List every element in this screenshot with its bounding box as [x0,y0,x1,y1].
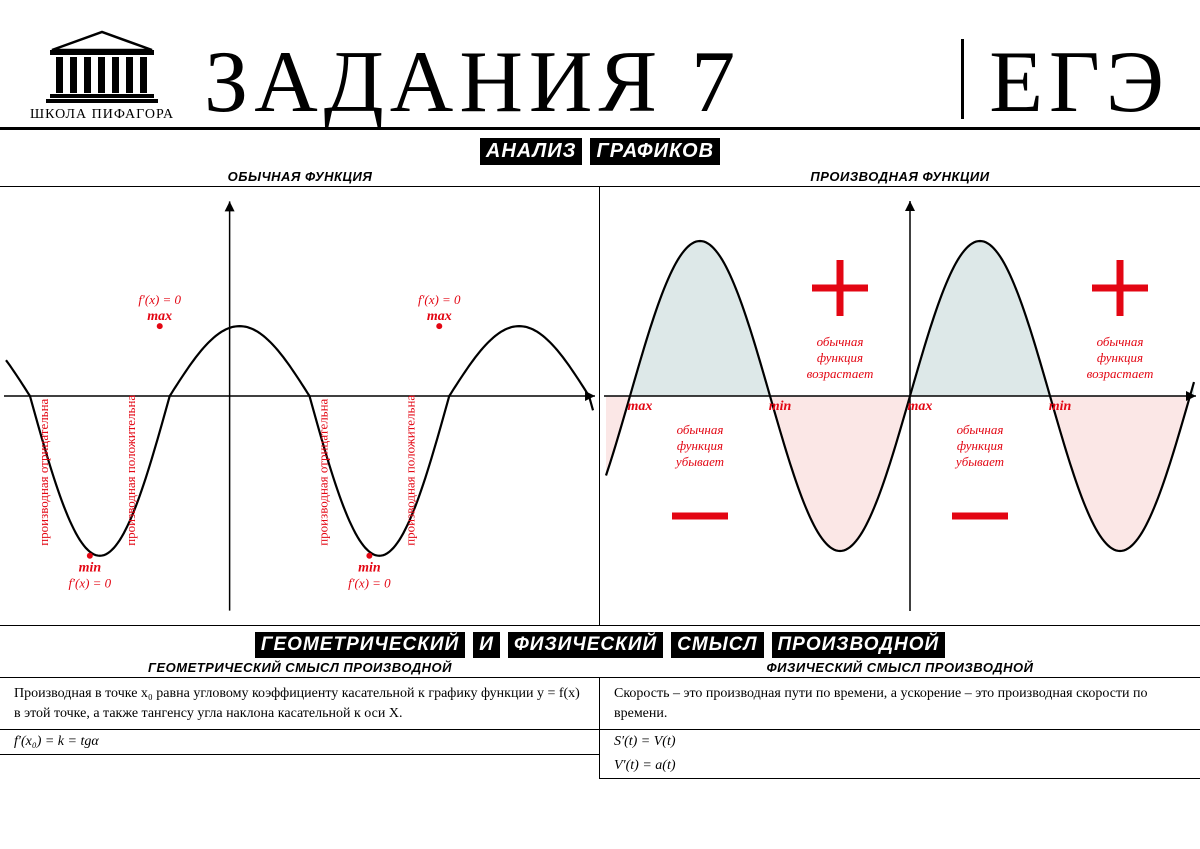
svg-text:f′(x) = 0: f′(x) = 0 [348,576,391,591]
charts-row: f′(x) = 0maxf′(x) = 0maxminf′(x) = 0minf… [0,186,1200,626]
svg-text:max: max [628,399,653,414]
svg-text:f′(x) = 0: f′(x) = 0 [418,292,461,307]
phys-label: ФИЗИЧЕСКИЙ СМЫСЛ ПРОИЗВОДНОЙ [600,660,1200,675]
title-word: СМЫСЛ [671,632,763,658]
svg-text:возрастает: возрастает [807,366,874,381]
title-word: ПРОИЗВОДНОЙ [772,632,946,658]
chart-right: maxminmaxminобычнаяфункциявозрастаетобыч… [600,187,1200,625]
svg-text:функция: функция [817,350,863,365]
geom-label: ГЕОМЕТРИЧЕСКИЙ СМЫСЛ ПРОИЗВОДНОЙ [0,660,600,675]
geom-formula: f′(x₀) = k = tgα [0,730,599,755]
section1-title: АНАЛИЗ ГРАФИКОВ [0,138,1200,165]
svg-text:max: max [147,309,172,324]
title-word: И [473,632,500,658]
svg-text:обычная: обычная [677,422,724,437]
phys-formula-1: S′(t) = V(t) [600,730,1200,754]
svg-text:f′(x) = 0: f′(x) = 0 [69,576,112,591]
svg-text:f′(x) = 0: f′(x) = 0 [138,292,181,307]
left-chart-label: ОБЫЧНАЯ ФУНКЦИЯ [0,169,600,184]
title-divider [961,39,964,119]
svg-text:производная положительна: производная положительна [123,395,138,546]
geom-cell: Производная в точке x₀ равна угловому ко… [0,678,600,779]
svg-text:убывает: убывает [674,454,724,469]
phys-cell: Скорость – это производная пути по време… [600,678,1200,779]
temple-icon [42,30,162,105]
section2-title: ГЕОМЕТРИЧЕСКИЙ И ФИЗИЧЕСКИЙ СМЫСЛ ПРОИЗВ… [0,632,1200,658]
phys-desc: Скорость – это производная пути по време… [600,678,1200,730]
title-word: АНАЛИЗ [480,138,583,165]
title-right: ЕГЭ [989,39,1170,127]
logo-block: ШКОЛА ПИФАГОРА [30,30,174,127]
svg-text:производная отрицательна: производная отрицательна [315,398,330,545]
svg-text:обычная: обычная [817,334,864,349]
svg-text:возрастает: возрастает [1087,366,1154,381]
svg-text:функция: функция [1097,350,1143,365]
phys-formula-2: V′(t) = a(t) [600,754,1200,779]
svg-text:функция: функция [957,438,1003,453]
svg-text:min: min [358,561,381,576]
svg-text:обычная: обычная [957,422,1004,437]
logo-text: ШКОЛА ПИФАГОРА [30,107,174,123]
svg-text:функция: функция [677,438,723,453]
svg-text:min: min [1049,399,1072,414]
chart-left: f′(x) = 0maxf′(x) = 0maxminf′(x) = 0minf… [0,187,600,625]
page-header: ШКОЛА ПИФАГОРА ЗАДАНИЯ 7 ЕГЭ [0,0,1200,130]
bottom-row: Производная в точке x₀ равна угловому ко… [0,677,1200,779]
svg-text:убывает: убывает [954,454,1004,469]
page-title: ЗАДАНИЯ 7 [204,39,951,127]
svg-text:max: max [908,399,933,414]
function-chart: f′(x) = 0maxf′(x) = 0maxminf′(x) = 0minf… [0,187,599,625]
svg-text:обычная: обычная [1097,334,1144,349]
svg-text:производная отрицательна: производная отрицательна [36,398,51,545]
derivative-chart: maxminmaxminобычнаяфункциявозрастаетобыч… [600,187,1200,625]
right-chart-label: ПРОИЗВОДНАЯ ФУНКЦИИ [600,169,1200,184]
title-word: ФИЗИЧЕСКИЙ [508,632,663,658]
svg-text:max: max [427,309,452,324]
title-word: ГРАФИКОВ [590,138,720,165]
title-word: ГЕОМЕТРИЧЕСКИЙ [255,632,465,658]
svg-text:min: min [79,561,102,576]
geom-desc: Производная в точке x₀ равна угловому ко… [0,678,599,730]
svg-text:min: min [769,399,792,414]
svg-text:производная положительна: производная положительна [402,395,417,546]
